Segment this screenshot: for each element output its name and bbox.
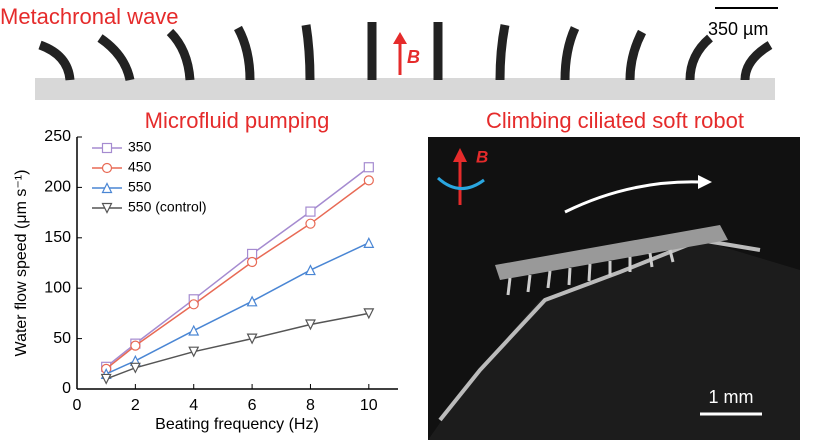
motion-arrowhead <box>698 175 712 189</box>
series-line <box>105 312 369 380</box>
marker <box>129 362 141 374</box>
rotation-arrow <box>436 176 485 190</box>
marker <box>305 206 316 217</box>
x-tick-label: 0 <box>73 397 82 414</box>
y-tick-label: 0 <box>62 380 71 397</box>
marker <box>246 295 258 307</box>
y-tick-label: 200 <box>44 179 71 196</box>
marker <box>130 340 141 351</box>
marker <box>363 308 375 320</box>
marker <box>188 324 200 336</box>
field-arrowhead <box>393 32 407 44</box>
y-tick-label: 250 <box>44 128 71 145</box>
robot <box>495 225 728 280</box>
scale-label: 350 µm <box>708 19 768 39</box>
panel-title: Metachronal wave <box>0 4 179 29</box>
marker <box>305 218 316 229</box>
field-label: B <box>476 147 488 166</box>
series-line <box>105 179 370 370</box>
y-tick-label: 100 <box>44 279 71 296</box>
x-tick-label: 4 <box>189 397 198 414</box>
marker <box>246 256 258 268</box>
marker <box>363 236 375 248</box>
y-tick-label: 150 <box>44 229 71 246</box>
surface <box>428 240 800 440</box>
series-line <box>105 166 370 368</box>
field-label: B <box>407 47 420 67</box>
marker <box>100 373 112 385</box>
marker <box>101 162 113 174</box>
robot-cilia <box>506 249 675 296</box>
marker <box>363 162 374 173</box>
scale-label: 1 mm <box>709 387 754 407</box>
legend-label: 350 <box>128 139 152 155</box>
chart-title: Microfluid pumping <box>145 108 330 133</box>
motion-arrow <box>564 180 701 214</box>
marker <box>304 319 316 331</box>
marker <box>101 142 113 154</box>
legend-label: 550 (control) <box>128 199 207 215</box>
marker <box>363 175 374 186</box>
x-axis-label: Beating frequency (Hz) <box>155 416 319 433</box>
field-arrowhead <box>453 148 467 162</box>
marker <box>101 202 113 214</box>
marker <box>188 346 200 358</box>
substrate <box>35 78 775 100</box>
x-tick-label: 2 <box>131 397 140 414</box>
legend-label: 550 <box>128 179 152 195</box>
panel-title: Climbing ciliated soft robot <box>486 108 744 133</box>
y-tick-label: 50 <box>53 330 71 347</box>
x-tick-label: 6 <box>248 397 257 414</box>
cilia <box>38 22 773 82</box>
marker <box>101 182 113 194</box>
x-tick-label: 8 <box>306 397 315 414</box>
marker <box>304 264 316 276</box>
marker <box>246 333 258 345</box>
legend-label: 450 <box>128 159 152 175</box>
x-tick-label: 10 <box>360 397 378 414</box>
series-line <box>105 242 370 375</box>
y-axis-label: Water flow speed (μm s⁻¹) <box>13 170 30 357</box>
marker <box>188 299 199 310</box>
